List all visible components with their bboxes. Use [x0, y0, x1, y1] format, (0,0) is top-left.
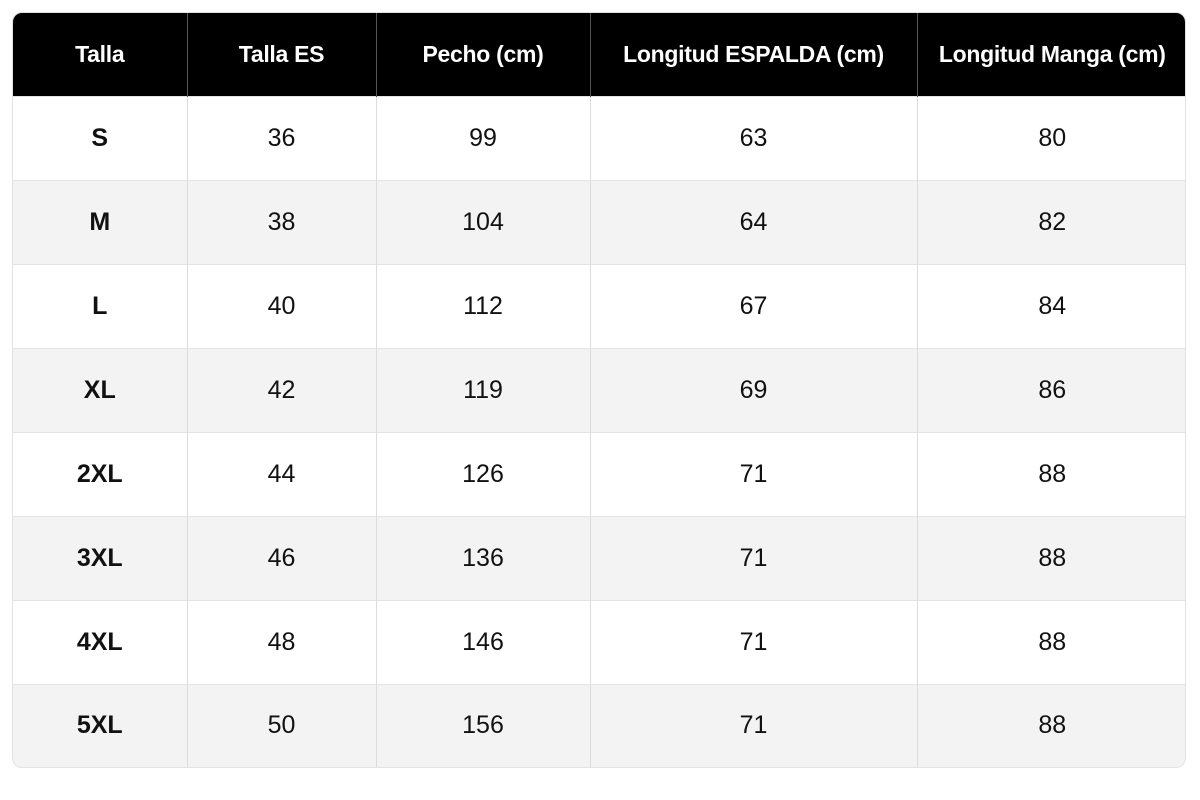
size-cell: 3XL: [13, 515, 187, 601]
value-cell: 126: [375, 431, 590, 517]
value-cell: 88: [916, 599, 1185, 685]
value-cell: 136: [375, 515, 590, 601]
header-cell: Talla: [13, 13, 187, 97]
value-cell: 71: [589, 683, 917, 767]
table-row: L 40 112 67 84: [13, 263, 1185, 349]
value-cell: 82: [916, 179, 1185, 265]
size-cell: L: [13, 263, 187, 349]
value-cell: 119: [375, 347, 590, 433]
header-cell: Pecho (cm): [375, 13, 590, 97]
header-cell: Longitud Manga (cm): [916, 13, 1185, 97]
value-cell: 88: [916, 431, 1185, 517]
value-cell: 80: [916, 96, 1185, 181]
header-row: Talla Talla ES Pecho (cm) Longitud ESPALDA …: [13, 13, 1185, 97]
value-cell: 38: [186, 179, 376, 265]
header-cell: Talla ES: [186, 13, 376, 97]
value-cell: 42: [186, 347, 376, 433]
value-cell: 67: [589, 263, 917, 349]
table-header: Talla Talla ES Pecho (cm) Longitud ESPALDA …: [13, 13, 1185, 97]
value-cell: 63: [589, 96, 917, 181]
size-cell: M: [13, 179, 187, 265]
value-cell: 146: [375, 599, 590, 685]
value-cell: 48: [186, 599, 376, 685]
value-cell: 40: [186, 263, 376, 349]
value-cell: 46: [186, 515, 376, 601]
size-cell: 4XL: [13, 599, 187, 685]
table-body: S 36 99 63 80 M 38 104 64 82 L 40 112 67 84 XL 42 119 69 86…: [13, 96, 1185, 767]
value-cell: 44: [186, 431, 376, 517]
table-row: 4XL 48 146 71 88: [13, 599, 1185, 685]
table-row: S 36 99 63 80: [13, 96, 1185, 181]
size-cell: 2XL: [13, 431, 187, 517]
value-cell: 99: [375, 96, 590, 181]
value-cell: 156: [375, 683, 590, 767]
table-row: 2XL 44 126 71 88: [13, 431, 1185, 517]
table-row: XL 42 119 69 86: [13, 347, 1185, 433]
table-row: M 38 104 64 82: [13, 179, 1185, 265]
value-cell: 71: [589, 599, 917, 685]
size-cell: S: [13, 96, 187, 181]
value-cell: 88: [916, 515, 1185, 601]
value-cell: 50: [186, 683, 376, 767]
value-cell: 86: [916, 347, 1185, 433]
size-cell: 5XL: [13, 683, 187, 767]
value-cell: 36: [186, 96, 376, 181]
value-cell: 71: [589, 515, 917, 601]
table-row: 3XL 46 136 71 88: [13, 515, 1185, 601]
table-container: Talla Talla ES Pecho (cm) Longitud ESPALDA …: [12, 12, 1186, 768]
size-cell: XL: [13, 347, 187, 433]
size-table: Talla Talla ES Pecho (cm) Longitud ESPALDA …: [13, 13, 1185, 767]
value-cell: 84: [916, 263, 1185, 349]
value-cell: 112: [375, 263, 590, 349]
value-cell: 88: [916, 683, 1185, 767]
table-row: 5XL 50 156 71 88: [13, 683, 1185, 767]
value-cell: 104: [375, 179, 590, 265]
value-cell: 71: [589, 431, 917, 517]
value-cell: 64: [589, 179, 917, 265]
header-cell: Longitud ESPALDA (cm): [589, 13, 917, 97]
value-cell: 69: [589, 347, 917, 433]
